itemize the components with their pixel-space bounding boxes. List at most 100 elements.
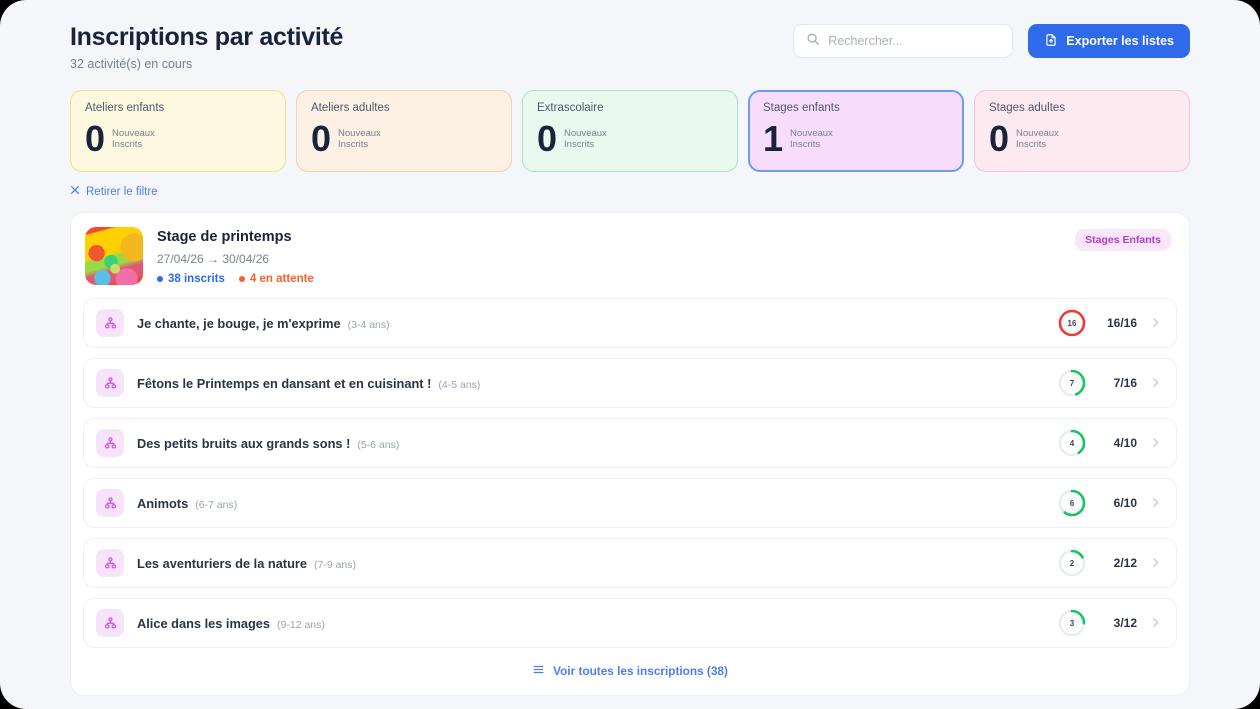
row-right: 16 16/16	[1057, 308, 1166, 338]
remove-filter-label: Retirer le filtre	[86, 185, 158, 198]
row-title-text: Alice dans les images	[137, 615, 271, 631]
row-right: 6 6/10	[1057, 488, 1166, 518]
stat-caption-line1: Nouveaux	[790, 128, 833, 139]
capacity-ring-value: 6	[1069, 498, 1075, 508]
row-left: Alice dans les images (9-12 ans)	[96, 609, 325, 637]
activity-row[interactable]: Les aventuriers de la nature (7-9 ans) 2 2/…	[83, 538, 1177, 588]
user-group-icon	[96, 489, 124, 517]
chevron-right-icon[interactable]	[1149, 556, 1162, 571]
stat-card-caption: Nouveaux Inscrits	[1016, 128, 1059, 150]
capacity-ring: 3	[1057, 608, 1087, 638]
row-age-range: (7-9 ans)	[313, 558, 356, 571]
stat-card-value: 0	[537, 118, 558, 159]
capacity-ratio: 2/12	[1113, 556, 1137, 570]
activity-header: Stage de printemps 27/04/26 → 30/04/26 3…	[83, 227, 1177, 285]
chevron-right-icon[interactable]	[1149, 496, 1162, 511]
stat-card-caption: Nouveaux Inscrits	[112, 128, 155, 150]
activity-row[interactable]: Je chante, je bouge, je m'exprime (3-4 an…	[83, 298, 1177, 348]
stat-card-caption: Nouveaux Inscrits	[790, 128, 833, 150]
row-title: Je chante, je bouge, je m'exprime (3-4 an…	[137, 316, 390, 331]
waiting-count: 4 en attente	[238, 273, 314, 285]
category-badge: Stages Enfants	[1075, 229, 1171, 251]
activity-thumbnail	[85, 227, 143, 285]
enrolled-dot	[157, 276, 163, 282]
capacity-ring: 6	[1057, 488, 1087, 518]
activity-row[interactable]: Animots (6-7 ans) 6 6/10	[83, 478, 1177, 528]
row-age-range: (9-12 ans)	[277, 618, 325, 631]
stat-card-3[interactable]: Stages enfants 1 Nouveaux Inscrits	[748, 90, 964, 172]
stat-caption-line1: Nouveaux	[338, 128, 381, 139]
row-right: 7 7/16	[1057, 368, 1166, 398]
stat-caption-line2: Inscrits	[564, 139, 595, 150]
search-box[interactable]	[793, 24, 1014, 58]
stat-card-label: Ateliers adultes	[311, 102, 390, 114]
capacity-ratio: 16/16	[1106, 316, 1137, 330]
row-left: Je chante, je bouge, je m'exprime (3-4 an…	[96, 309, 390, 337]
stat-card-body: 0 Nouveaux Inscrits	[311, 120, 497, 158]
chevron-right-icon[interactable]	[1149, 436, 1162, 451]
activity-row[interactable]: Fêtons le Printemps en dansant et en cui…	[83, 358, 1177, 408]
activity-dates: 27/04/26 → 30/04/26	[157, 252, 270, 266]
stat-cards-row: Ateliers enfants 0 Nouveaux Inscrits Atelier…	[0, 71, 1260, 172]
stat-card-body: 0 Nouveaux Inscrits	[989, 120, 1175, 158]
activity-info: Stage de printemps 27/04/26 → 30/04/26 3…	[157, 227, 314, 285]
stat-caption-line2: Inscrits	[1016, 139, 1047, 150]
chevron-right-icon[interactable]	[1149, 316, 1162, 331]
stat-card-0[interactable]: Ateliers enfants 0 Nouveaux Inscrits	[70, 90, 286, 172]
stat-card-value: 0	[85, 118, 106, 159]
user-group-icon	[96, 369, 124, 397]
capacity-ratio: 4/10	[1113, 436, 1137, 450]
enrolled-count: 38 inscrits	[157, 273, 225, 285]
activity-header-left: Stage de printemps 27/04/26 → 30/04/26 3…	[85, 227, 314, 285]
stat-card-body: 0 Nouveaux Inscrits	[537, 120, 723, 158]
row-age-range: (5-6 ans)	[357, 438, 400, 451]
stat-card-value: 0	[989, 118, 1010, 159]
activity-rows: Je chante, je bouge, je m'exprime (3-4 an…	[83, 298, 1177, 648]
page-subtitle: 32 activité(s) en cours	[70, 57, 193, 71]
stat-card-4[interactable]: Stages adultes 0 Nouveaux Inscrits	[974, 90, 1190, 172]
row-left: Les aventuriers de la nature (7-9 ans)	[96, 549, 356, 577]
activity-row[interactable]: Des petits bruits aux grands sons ! (5-6 …	[83, 418, 1177, 468]
export-button[interactable]: Exporter les listes	[1028, 24, 1190, 58]
chevron-right-icon[interactable]	[1149, 376, 1162, 391]
stat-card-label: Stages adultes	[989, 102, 1066, 114]
filter-row: Retirer le filtre	[0, 172, 1260, 200]
remove-filter-link[interactable]: Retirer le filtre	[70, 185, 158, 198]
stat-card-value: 1	[763, 118, 784, 159]
stat-card-2[interactable]: Extrascolaire 0 Nouveaux Inscrits	[522, 90, 738, 172]
row-age-range: (3-4 ans)	[347, 318, 390, 331]
stat-card-1[interactable]: Ateliers adultes 0 Nouveaux Inscrits	[296, 90, 512, 172]
see-all-inscriptions-link[interactable]: Voir toutes les inscriptions (38)	[83, 658, 1177, 685]
capacity-ratio: 3/12	[1113, 616, 1137, 630]
stat-card-label: Stages enfants	[763, 102, 840, 114]
stat-card-body: 1 Nouveaux Inscrits	[763, 120, 949, 158]
stat-card-body: 0 Nouveaux Inscrits	[85, 120, 271, 158]
stat-caption-line2: Inscrits	[338, 139, 369, 150]
stat-caption-line1: Nouveaux	[1016, 128, 1059, 139]
chevron-right-icon[interactable]	[1149, 616, 1162, 631]
capacity-ring-value: 3	[1069, 618, 1075, 628]
capacity-ring-value: 7	[1069, 378, 1075, 388]
search-input[interactable]	[828, 34, 1001, 48]
row-title: Fêtons le Printemps en dansant et en cui…	[137, 376, 480, 391]
file-export-icon	[1044, 33, 1058, 50]
row-right: 4 4/10	[1057, 428, 1166, 458]
user-group-icon	[96, 429, 124, 457]
waiting-dot	[238, 276, 245, 282]
enrolled-label: 38 inscrits	[168, 273, 225, 285]
stat-card-label: Ateliers enfants	[85, 102, 165, 114]
stat-card-caption: Nouveaux Inscrits	[564, 128, 607, 150]
close-icon	[70, 185, 80, 198]
stat-card-label: Extrascolaire	[537, 102, 604, 114]
capacity-ring: 4	[1057, 428, 1087, 458]
stat-caption-line1: Nouveaux	[564, 128, 607, 139]
row-title-text: Fêtons le Printemps en dansant et en cui…	[137, 375, 432, 391]
user-group-icon	[96, 309, 124, 337]
activity-row[interactable]: Alice dans les images (9-12 ans) 3 3/12	[83, 598, 1177, 648]
capacity-ring-value: 2	[1069, 558, 1075, 568]
activity-panel: Stage de printemps 27/04/26 → 30/04/26 3…	[70, 212, 1190, 696]
capacity-ratio: 7/16	[1113, 376, 1137, 390]
search-icon	[806, 32, 820, 51]
waiting-label: 4 en attente	[249, 273, 314, 285]
